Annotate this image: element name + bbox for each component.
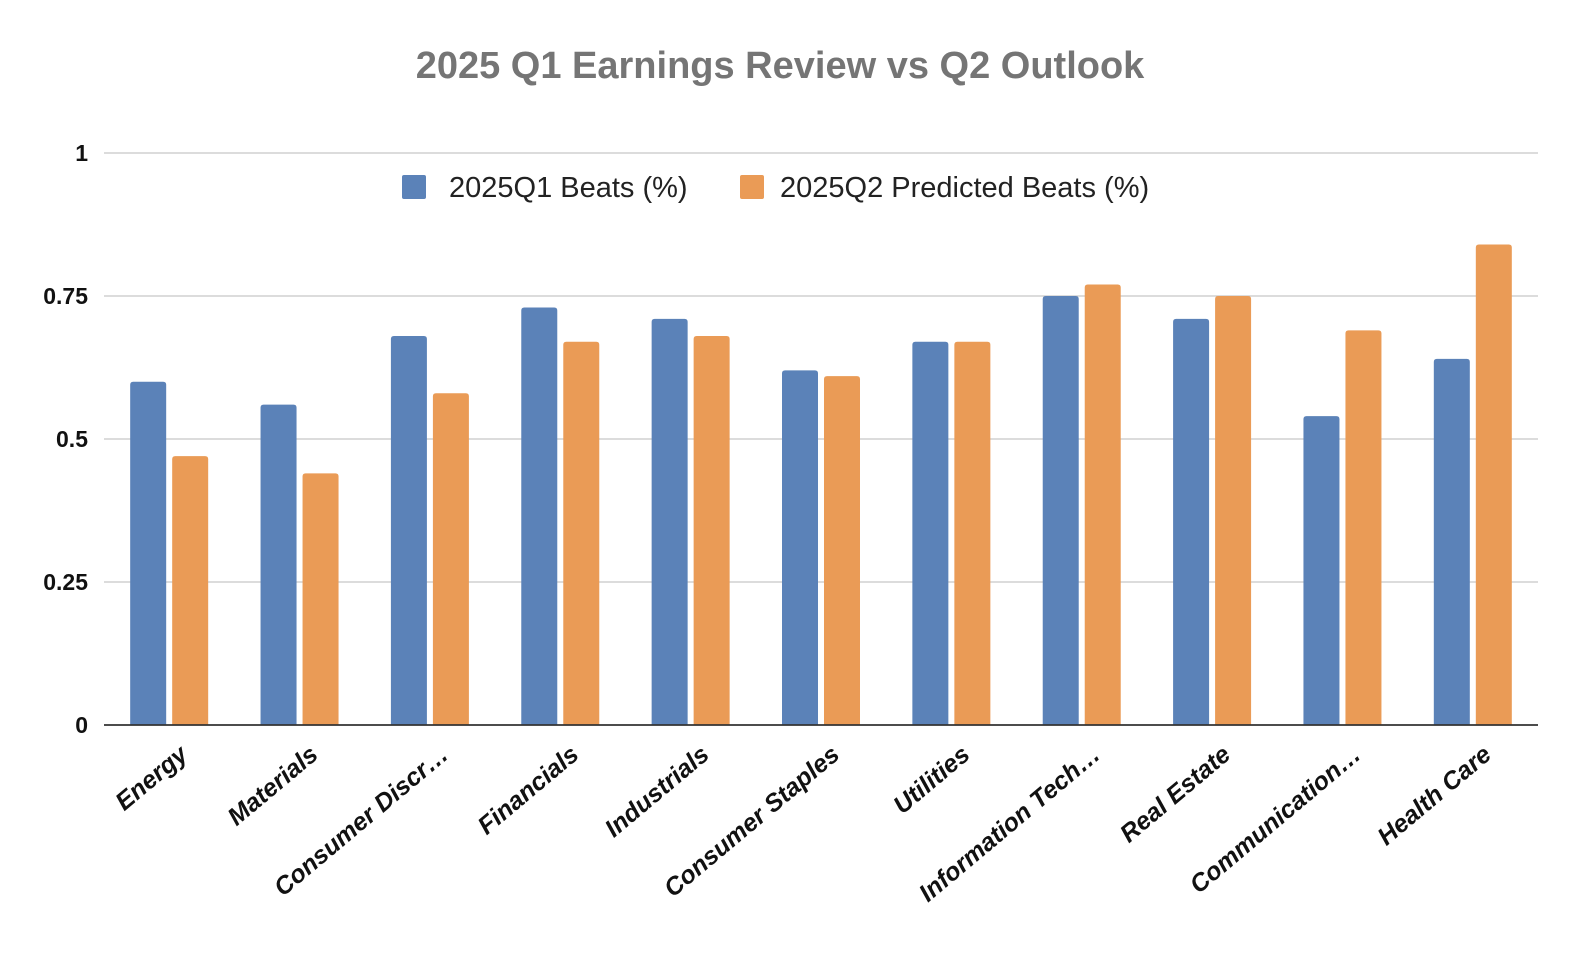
legend-label: 2025Q2 Predicted Beats (%) xyxy=(780,172,1149,204)
x-tick-label: Financials xyxy=(472,740,584,840)
bar-q1-communication xyxy=(1303,416,1340,725)
bar-q1-real-estate xyxy=(1173,318,1210,725)
legend-swatch xyxy=(402,175,426,199)
bar-q2-communication xyxy=(1345,330,1382,725)
y-axis-ticks: 0 0.25 0.5 0.75 1 xyxy=(43,140,88,738)
bar-q1-energy xyxy=(130,381,167,725)
chart-title: 2025 Q1 Earnings Review vs Q2 Outlook xyxy=(416,45,1145,87)
legend: 2025Q1 Beats (%) 2025Q2 Predicted Beats (… xyxy=(402,172,1149,204)
bar-q2-materials xyxy=(302,473,339,725)
y-tick-label: 0 xyxy=(75,712,88,738)
bar-q2-real-estate xyxy=(1215,296,1252,725)
y-tick-label: 0.25 xyxy=(43,569,88,595)
bar-q1-consumer-staples xyxy=(782,370,818,725)
bar-q2-consumer-staples xyxy=(824,376,860,725)
x-tick-label: Health Care xyxy=(1372,740,1497,851)
x-tick-label: Industrials xyxy=(600,740,715,843)
bar-q2-health-care xyxy=(1475,244,1512,725)
x-tick-label: Energy xyxy=(110,739,194,816)
bar-q2-information-tech xyxy=(1084,284,1121,725)
bar-q1-consumer-discr xyxy=(390,336,427,725)
x-tick-label: Real Estate xyxy=(1115,740,1236,848)
gridlines xyxy=(104,152,1538,583)
bars xyxy=(130,244,1512,725)
y-tick-label: 0.75 xyxy=(43,283,88,309)
bar-q2-utilities xyxy=(954,341,991,725)
bar-q2-industrials xyxy=(693,336,730,725)
bar-q2-energy xyxy=(172,456,209,725)
bar-q1-materials xyxy=(260,404,297,725)
bar-q1-utilities xyxy=(912,341,949,725)
x-tick-label: Materials xyxy=(222,740,323,831)
bar-q2-financials xyxy=(563,341,600,725)
y-tick-label: 0.5 xyxy=(56,426,88,452)
bar-q1-information-tech xyxy=(1042,296,1079,725)
bar-q2-consumer-discr xyxy=(432,393,469,725)
bar-q1-health-care xyxy=(1433,358,1470,725)
bar-q1-industrials xyxy=(651,318,688,725)
y-tick-label: 1 xyxy=(75,140,88,166)
legend-label: 2025Q1 Beats (%) xyxy=(449,172,688,204)
bar-q1-financials xyxy=(521,307,558,725)
legend-swatch xyxy=(740,175,764,199)
x-tick-label: Utilities xyxy=(888,740,975,820)
